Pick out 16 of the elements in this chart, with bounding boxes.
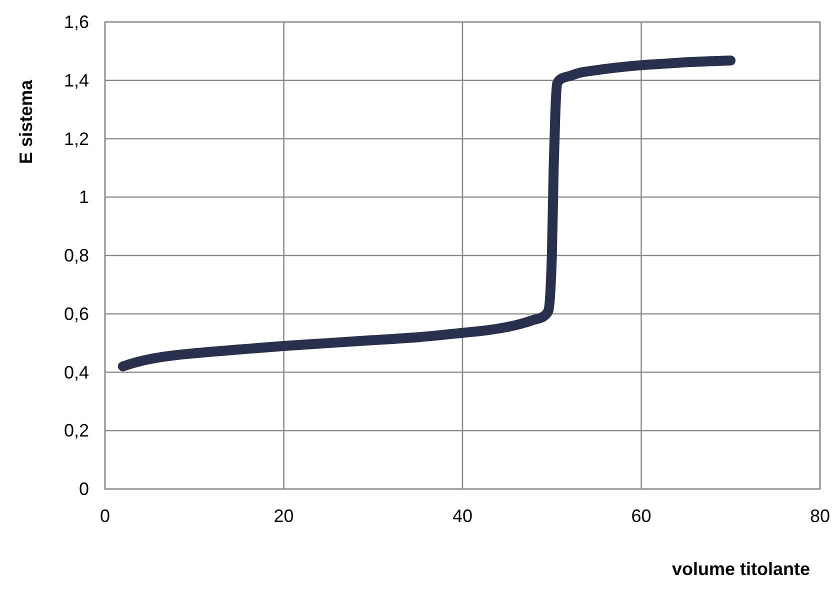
y-tick-label: 0,2 [64,420,89,441]
x-tick-label: 40 [452,506,473,526]
y-tick-label: 0,6 [64,304,89,324]
y-tick-label: 0,4 [64,362,89,382]
x-tick-label: 60 [631,506,652,526]
y-tick-label: 1,2 [64,128,89,149]
x-axis-title: volume titolante [672,559,810,579]
y-tick-label: 1,6 [64,12,89,32]
x-tick-label: 80 [810,506,830,526]
y-tick-label: 1,4 [64,70,89,90]
x-tick-label: 0 [100,506,110,526]
y-axis-title: E sistema [16,78,36,164]
x-tick-label: 20 [274,506,294,526]
y-tick-label: 0,8 [64,246,89,266]
y-tick-label: 0 [78,479,89,499]
y-tick-label: 1 [78,187,89,208]
